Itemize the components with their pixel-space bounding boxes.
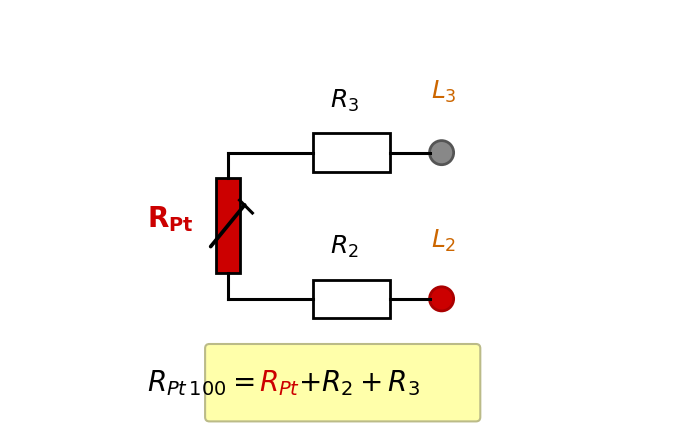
Bar <box>312 133 390 172</box>
Text: $ + R_2 + R_3$: $ + R_2 + R_3$ <box>298 368 419 398</box>
Text: $R_3$: $R_3$ <box>330 88 359 114</box>
Text: $R_{Pt\,100}$$ = $: $R_{Pt\,100}$$ = $ <box>147 368 255 398</box>
Text: $L_3$: $L_3$ <box>431 79 457 105</box>
Bar <box>216 178 239 273</box>
FancyBboxPatch shape <box>205 344 480 421</box>
Circle shape <box>430 287 454 311</box>
Text: $R_{Pt}$: $R_{Pt}$ <box>259 368 300 398</box>
Circle shape <box>430 141 454 165</box>
Text: $R_2$: $R_2$ <box>330 234 359 260</box>
Text: $L_2$: $L_2$ <box>431 227 456 254</box>
Bar <box>312 280 390 318</box>
Text: $\mathbf{R_{Pt}}$: $\mathbf{R_{Pt}}$ <box>147 204 194 234</box>
